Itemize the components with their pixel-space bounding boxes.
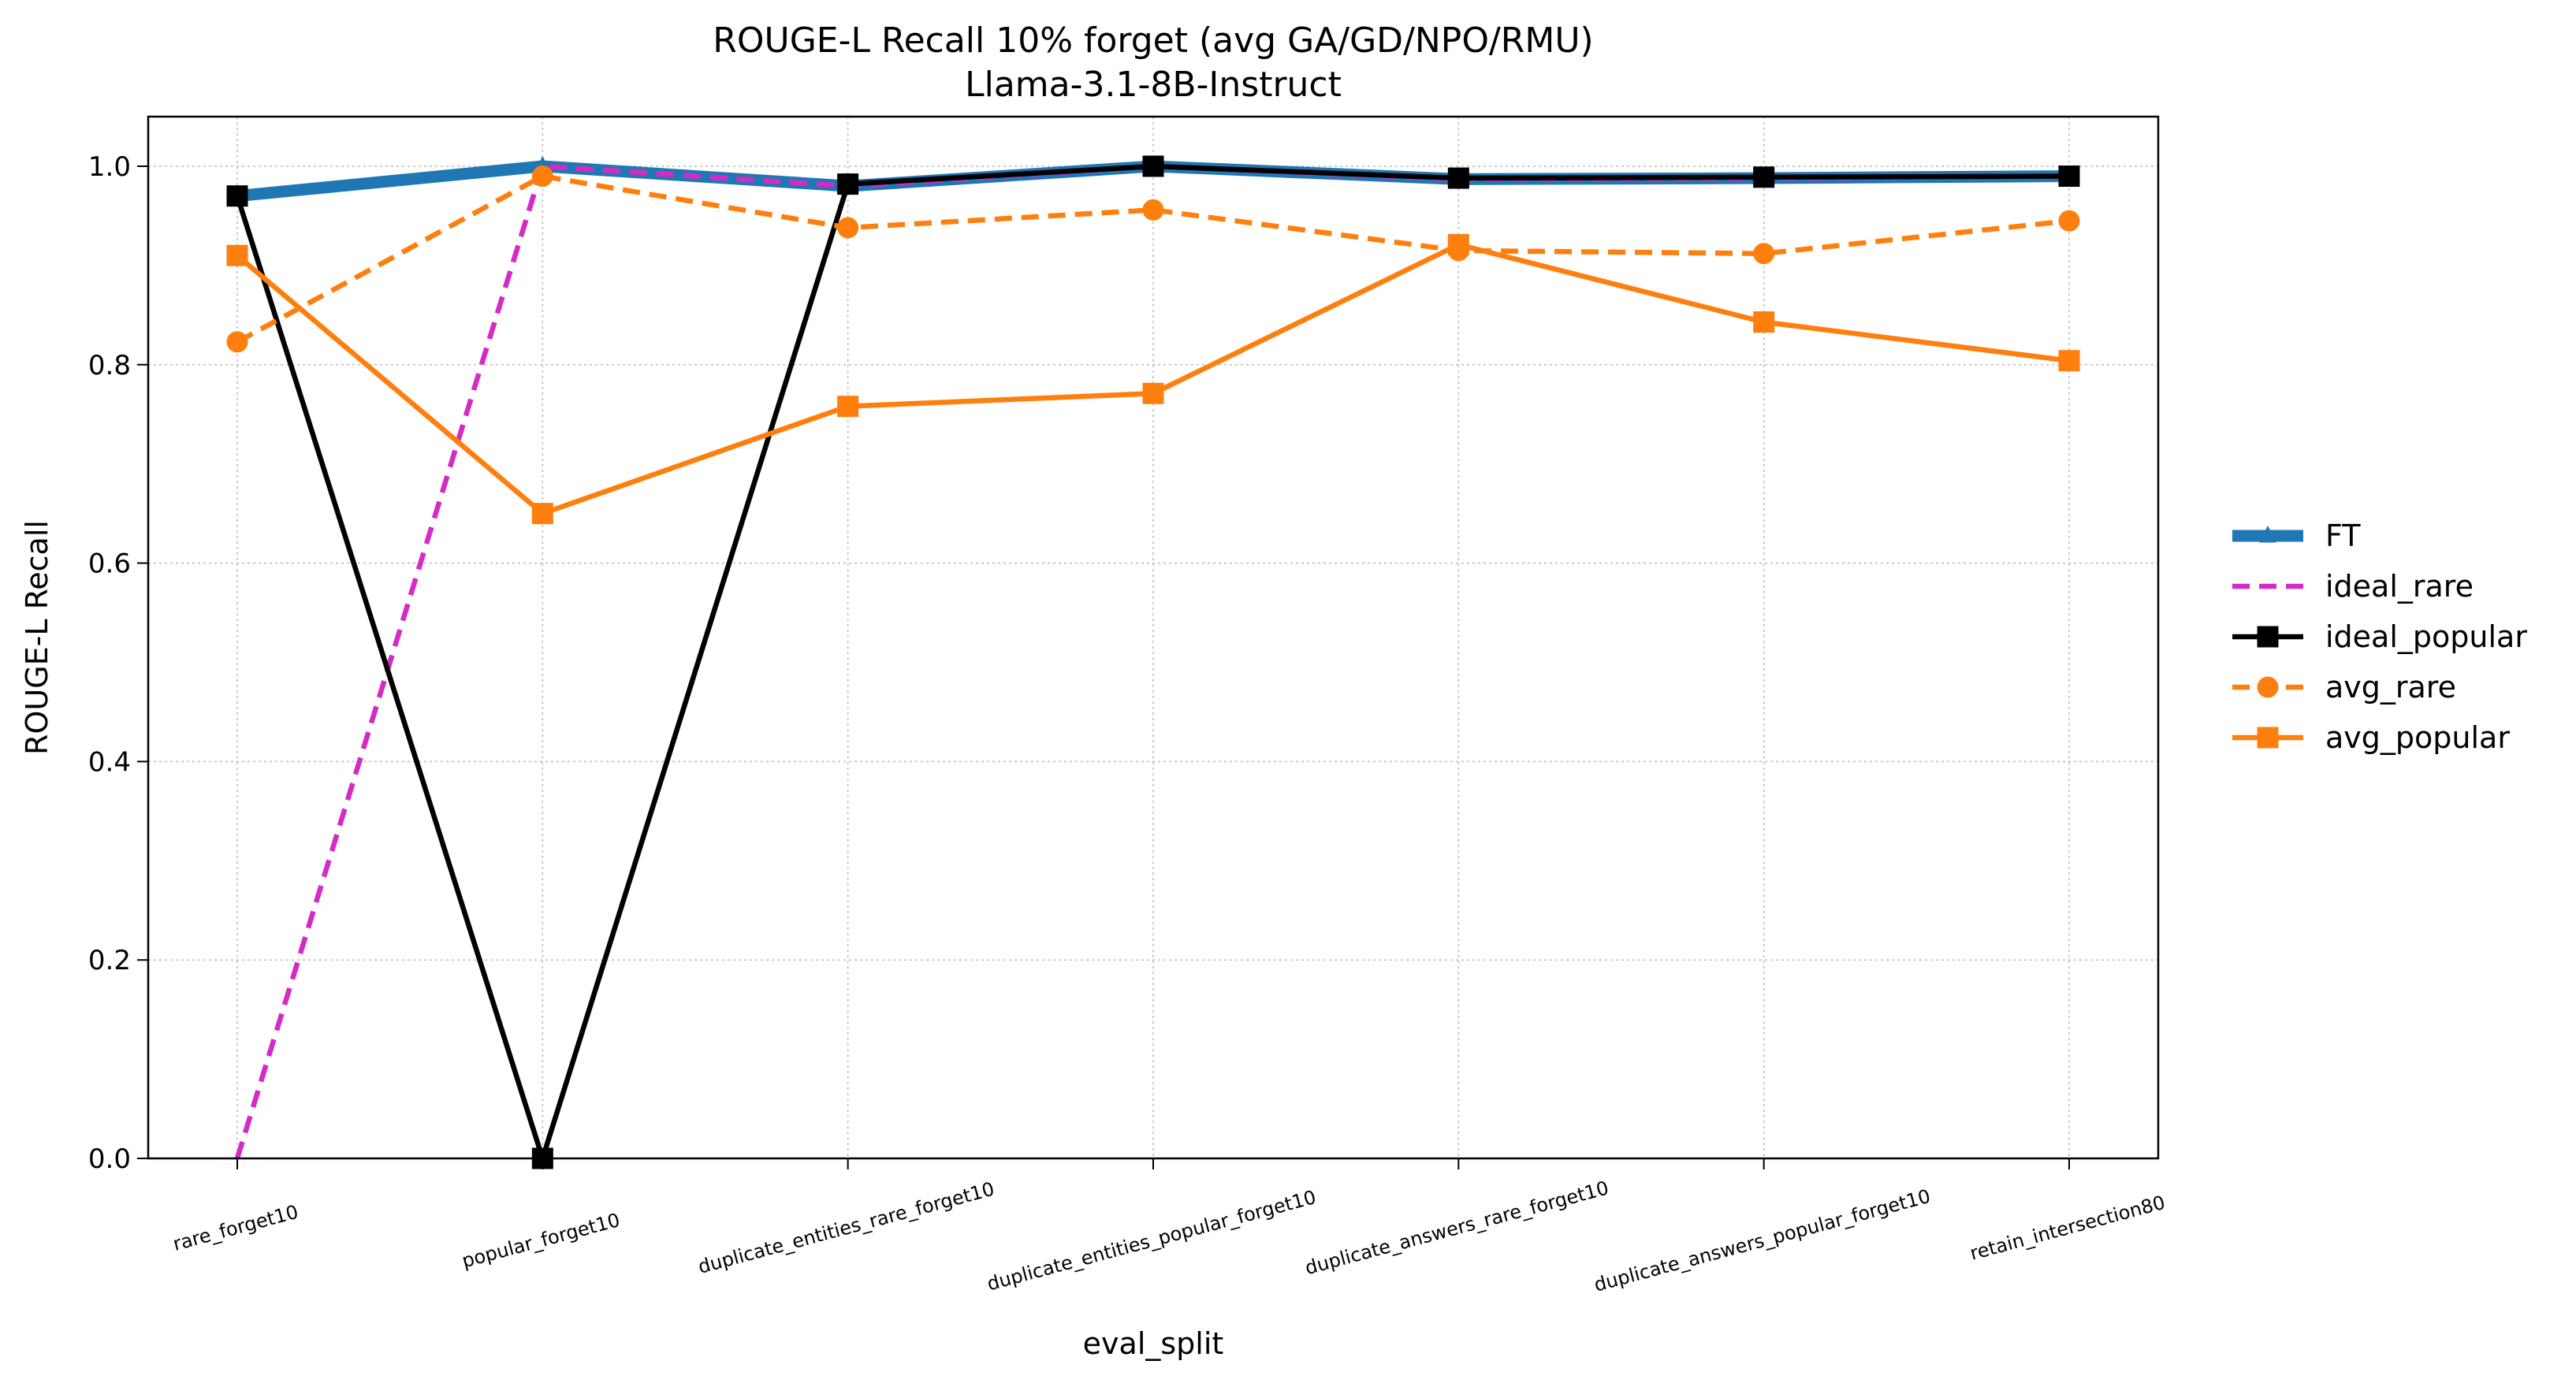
legend-label: avg_popular [2325, 720, 2510, 755]
data-point-ideal-popular [837, 173, 859, 195]
data-point-avg-popular [1142, 382, 1164, 404]
x-axis-label: eval_split [1083, 1326, 1224, 1361]
legend-item-FT: FT [2232, 519, 2361, 553]
series-avg-popular [226, 233, 2080, 525]
legend-marker [2257, 727, 2279, 749]
legend-label: ideal_popular [2325, 619, 2527, 654]
y-tick-label: 0.0 [88, 1143, 131, 1175]
chart-subtitle: Llama-3.1-8B-Instruct [965, 65, 1342, 105]
data-point-avg-popular [837, 396, 859, 418]
y-tick-label: 0.6 [88, 548, 131, 580]
legend-label: FT [2325, 519, 2361, 553]
data-point-avg-popular [2058, 350, 2080, 372]
legend-label: avg_rare [2325, 670, 2456, 705]
legend-item-avg-popular: avg_popular [2232, 720, 2510, 755]
legend-marker [2257, 626, 2279, 648]
data-point-ideal-popular [1447, 167, 1469, 189]
legend-marker [2259, 525, 2276, 543]
chart-title: ROUGE-L Recall 10% forget (avg GA/GD/NPO… [713, 20, 1593, 61]
legend: FT ideal_rare ideal_popular avg_rare avg_pop… [2232, 519, 2527, 755]
data-point-avg-rare [1142, 199, 1164, 221]
data-point-avg-popular [1447, 233, 1469, 255]
data-point-avg-popular [1753, 311, 1775, 333]
data-point-ideal-popular [226, 185, 248, 207]
legend-item-avg-rare: avg_rare [2232, 670, 2456, 705]
y-tick-label: 0.2 [88, 945, 131, 976]
data-point-avg-rare [531, 165, 553, 188]
legend-item-ideal-rare: ideal_rare [2232, 569, 2474, 604]
legend-label: ideal_rare [2325, 569, 2474, 604]
data-point-ideal-popular [1142, 155, 1164, 177]
y-axis: 0.0 0.2 0.4 0.6 0.8 1.0 [88, 151, 148, 1175]
data-point-avg-rare [1753, 243, 1775, 265]
data-point-avg-rare [2058, 210, 2080, 232]
legend-item-ideal-popular: ideal_popular [2232, 619, 2527, 654]
y-tick-label: 0.8 [88, 350, 131, 381]
data-point-avg-popular [226, 244, 248, 266]
y-tick-label: 1.0 [88, 151, 131, 183]
data-point-avg-rare [226, 331, 248, 353]
data-point-avg-popular [531, 503, 553, 525]
data-point-ideal-popular [1753, 166, 1775, 188]
data-point-avg-rare [837, 217, 859, 239]
legend-marker [2257, 676, 2279, 698]
y-axis-label: ROUGE-L Recall [20, 520, 54, 755]
y-tick-label: 0.4 [88, 746, 131, 778]
data-point-ideal-popular [2058, 165, 2080, 188]
